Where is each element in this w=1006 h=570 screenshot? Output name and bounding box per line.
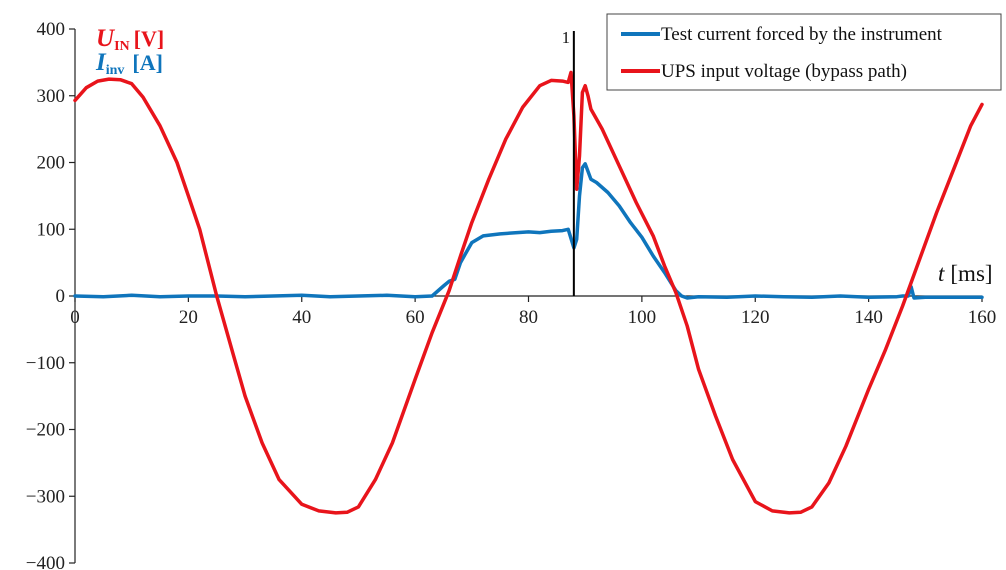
legend-label-voltage: UPS input voltage (bypass path) [661, 61, 907, 82]
ylabel-voltage-subscript: IN [114, 39, 130, 54]
ylabel-current: Iinv [A] [95, 49, 163, 78]
y-tick-label: −300 [26, 486, 65, 507]
y-tick-label: −400 [26, 553, 65, 570]
y-tick-label: 400 [37, 19, 66, 40]
x-tick-label: 80 [519, 307, 538, 328]
ylabel-current-subscript: inv [106, 63, 125, 78]
y-axis-ticks: 400 300 200 100 0 −100 −200 −300 −400 [26, 19, 75, 570]
series-line-test-current [73, 162, 984, 300]
ylabel-current-symbol: I [95, 49, 107, 76]
x-tick-label: 120 [741, 307, 770, 328]
xlabel-symbol: t [938, 261, 945, 286]
xlabel-unit: [ms] [950, 261, 992, 286]
x-tick-label: 160 [968, 307, 997, 328]
series-line-ups-input-voltage [73, 70, 984, 515]
ylabel-voltage: UIN [V] [96, 25, 164, 54]
x-tick-label: 60 [406, 307, 425, 328]
y-tick-label: −200 [26, 420, 65, 441]
y-tick-label: 0 [56, 286, 66, 307]
x-tick-label: 100 [628, 307, 657, 328]
y-tick-label: 100 [37, 219, 66, 240]
series-layer [73, 70, 984, 515]
legend: Test current forced by the instrument UP… [606, 13, 1002, 91]
legend-label-current: Test current forced by the instrument [661, 24, 943, 45]
marker-label: 1 [562, 28, 571, 47]
legend-box [606, 13, 1002, 91]
y-tick-label: 300 [37, 86, 66, 107]
ylabel-voltage-symbol: U [96, 25, 116, 52]
ylabel-current-unit: [A] [132, 50, 163, 75]
x-tick-label: 40 [292, 307, 311, 328]
x-tick-label: 20 [179, 307, 198, 328]
xlabel: t [ms] [938, 261, 993, 286]
x-tick-label: 140 [854, 307, 883, 328]
y-tick-label: −100 [26, 353, 65, 374]
y-tick-label: 200 [37, 153, 66, 174]
ylabel-voltage-unit: [V] [134, 26, 165, 51]
